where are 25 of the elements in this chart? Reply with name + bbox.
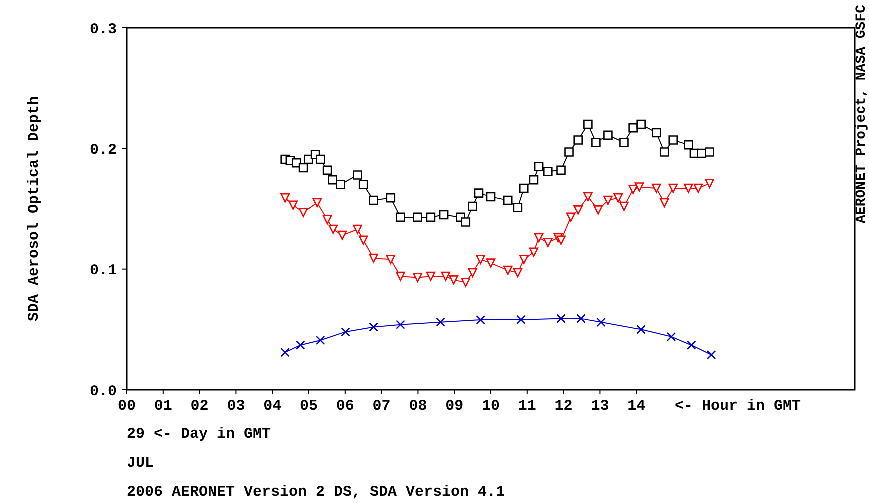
x-tick-label: 07 [372,398,391,415]
x-tick-label: 03 [227,398,246,415]
text: JUL [127,455,154,472]
text: 2006 AERONET Version 2 DS, SDA Version 4.1 [127,484,506,501]
text: 29 <- Day in GMT [127,426,272,443]
x-tick-label: 01 [154,398,172,415]
x-tick-label: 13 [591,398,610,415]
x-tick-label: 04 [264,398,282,415]
x-tick-label: 05 [300,398,318,415]
y-tick-label: 0.3 [90,21,117,38]
x-tick-label: 02 [190,398,209,415]
y-tick-label: 0.2 [90,142,117,159]
x-tick-label: 11 [518,398,536,415]
y-tick-label: 0.0 [90,383,117,400]
x-axis-title: <- Hour in GMT [675,398,802,415]
x-tick-label: 09 [446,398,464,415]
x-tick-label: 10 [482,398,500,415]
y-tick-label: 0.1 [90,262,117,280]
x-tick-label: 06 [336,398,354,415]
x-tick-label: 12 [554,398,573,415]
x-tick-label: 14 [628,398,646,415]
x-tick-label: 08 [409,398,428,415]
y-axis-title: SDA Aerosol Optical Depth [26,96,43,322]
annotation: AERONET Project, NASA GSFC [854,4,869,224]
x-tick-label: 00 [118,398,136,415]
